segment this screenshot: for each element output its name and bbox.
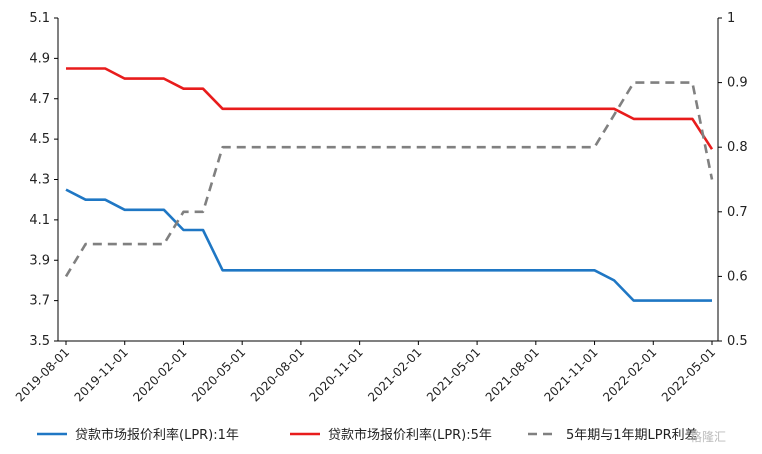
x-tick-label: 2021-11-01 (541, 345, 600, 404)
right-tick-label: 0.6 (727, 269, 748, 284)
axes (57, 18, 719, 342)
series-line-1 (65, 188, 712, 302)
left-tick-label: 4.7 (29, 92, 50, 107)
x-tick-label: 2019-11-01 (72, 345, 131, 404)
left-tick-label: 3.9 (29, 253, 50, 268)
left-tick-label: 4.5 (29, 132, 50, 147)
x-tick-label: 2020-05-01 (189, 345, 248, 404)
legend-label-3: 5年期与1年期LPR利差 (566, 428, 698, 443)
x-tick-label: 2021-02-01 (365, 345, 424, 404)
right-tick-label: 1 (727, 11, 735, 26)
x-tick-label: 2020-11-01 (307, 345, 366, 404)
series-line-2 (66, 67, 714, 150)
right-tick-label: 0.5 (727, 334, 748, 349)
right-tick-label: 0.7 (727, 205, 748, 220)
x-tick-label: 2019-08-01 (13, 345, 72, 404)
left-tick-label: 3.5 (29, 334, 50, 349)
watermark-text: 格隆汇 (690, 429, 726, 444)
x-tick-label: 2021-08-01 (483, 345, 542, 404)
series-line-3 (64, 81, 714, 278)
right-tick-label: 0.9 (727, 76, 748, 91)
left-tick-label: 4.9 (29, 51, 50, 66)
x-tick-label: 2020-02-01 (130, 345, 189, 404)
x-axis-ticks: 2019-08-01 2019-11-01 2020-02-01 2020-05-01… (13, 341, 718, 404)
x-tick-label: 2021-05-01 (424, 345, 483, 404)
left-tick-label: 4.1 (29, 213, 50, 228)
left-tick-label: 3.7 (29, 294, 50, 309)
right-axis-ticks: 0.5 0.6 0.7 0.8 0.9 1 (718, 11, 748, 349)
left-axis-ticks: 3.5 3.7 3.9 4.1 4.3 4.5 4.7 4.9 5.1 (29, 11, 58, 349)
series-lines (64, 67, 714, 302)
left-tick-label: 4.3 (29, 173, 50, 188)
right-tick-label: 0.8 (727, 140, 748, 155)
x-tick-label: 2022-02-01 (600, 345, 659, 404)
x-tick-label: 2022-05-01 (659, 345, 718, 404)
legend-label-1: 贷款市场报价利率(LPR):1年 (75, 427, 239, 443)
legend-label-2: 贷款市场报价利率(LPR):5年 (328, 427, 492, 443)
x-tick-label: 2020-08-01 (248, 345, 307, 404)
legend: 贷款市场报价利率(LPR):1年 贷款市场报价利率(LPR):5年 5年期与1年期L… (37, 427, 698, 443)
left-tick-label: 5.1 (29, 11, 50, 26)
